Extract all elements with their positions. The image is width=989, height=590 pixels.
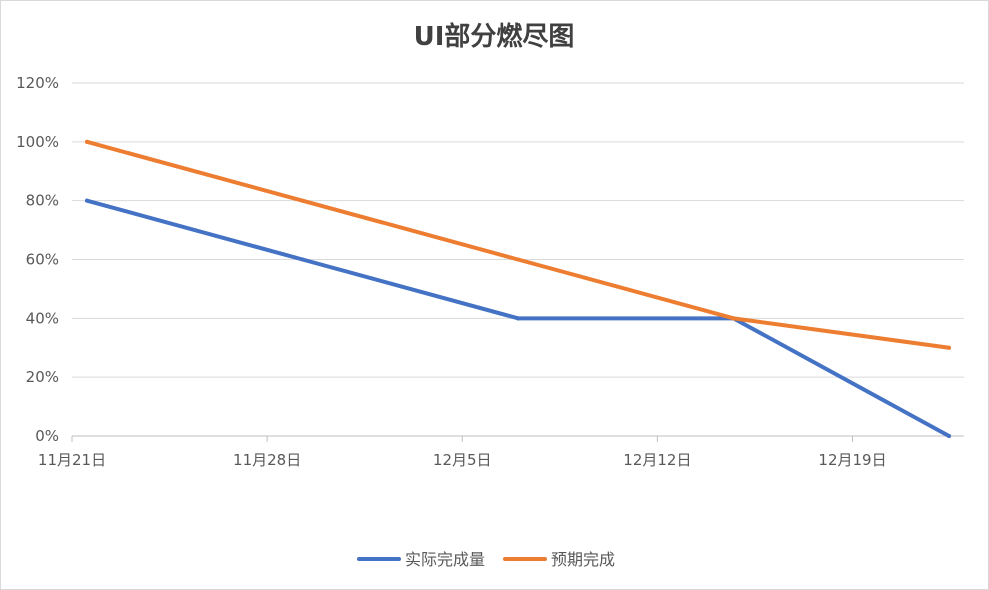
- x-tick-label: 11月21日: [38, 451, 106, 469]
- series-segment: [731, 316, 951, 350]
- y-tick-label: 80%: [26, 192, 59, 210]
- data-point: [300, 198, 305, 203]
- x-tick-label: 11月28日: [233, 451, 301, 469]
- series-segment: [85, 198, 305, 262]
- y-tick-label: 120%: [16, 74, 59, 92]
- y-tick-label: 20%: [26, 368, 59, 386]
- series-planned: [85, 139, 951, 350]
- data-point: [516, 257, 520, 262]
- legend-label: 预期完成: [551, 550, 615, 569]
- series-actual: [85, 198, 951, 438]
- data-point: [85, 198, 89, 203]
- series-segment: [731, 316, 951, 438]
- x-tick-label: 12月19日: [818, 451, 886, 469]
- data-point: [85, 139, 89, 144]
- legend: 实际完成量 预期完成: [357, 550, 615, 569]
- series-segment: [85, 139, 305, 203]
- x-tick-label: 12月5日: [433, 451, 492, 469]
- data-point: [947, 345, 951, 350]
- data-point: [731, 316, 736, 321]
- data-point: [947, 434, 951, 438]
- axis-layer: 0% 20% 40% 60% 80% 100% 120% 11月21日 11月28日 12月5日 1…: [16, 74, 964, 469]
- y-tick-label: 100%: [16, 133, 59, 151]
- legend-label: 实际完成量: [405, 550, 485, 569]
- x-tick-label: 12月12日: [623, 451, 691, 469]
- y-tick-label: 0%: [35, 427, 59, 445]
- data-point: [300, 257, 305, 262]
- series-segment: [300, 198, 520, 262]
- y-tick-label: 60%: [26, 251, 59, 269]
- y-tick-label: 40%: [26, 309, 59, 327]
- series-layer: [85, 139, 951, 438]
- data-point: [516, 316, 520, 321]
- series-segment: [516, 257, 736, 321]
- series-segment: [300, 257, 520, 321]
- chart-title: UI部分燃尽图: [414, 22, 575, 52]
